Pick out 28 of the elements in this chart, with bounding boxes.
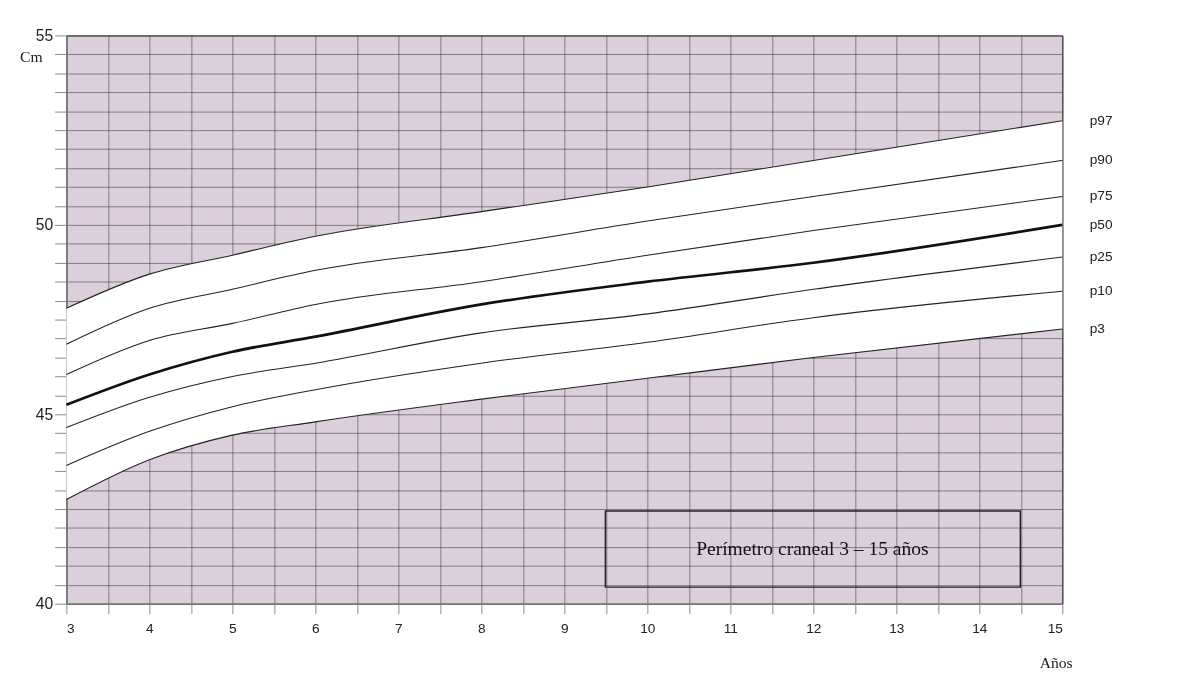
text: p75 [1089,188,1113,204]
line-series [65,223,1064,407]
x-tick-label: 15 [1047,620,1064,636]
x-axis-title: Años [1039,653,1073,671]
x-tick-label: 6 [312,620,320,636]
x-tick-label: 14 [972,620,988,636]
x-tick-label: 10 [640,620,656,636]
x-tick-label: 9 [561,620,569,636]
text: p25 [1089,248,1113,264]
x-tick-label: 13 [889,620,905,636]
y-tick-label: 40 [35,595,54,613]
y-tick-label: 50 [35,216,54,234]
x-tick-label: 7 [395,620,403,636]
y-axis-title: Cm [20,48,43,66]
y-tick-label: 45 [35,405,54,423]
text: p3 [1089,320,1105,336]
y-tick-label: 55 [35,26,54,44]
x-tick-label: 12 [806,620,822,636]
text: p10 [1089,283,1113,299]
text: p90 [1089,152,1113,168]
x-tick-label: 8 [478,620,486,636]
x-tick-label: 3 [66,620,75,636]
x-tick-label: 5 [229,620,238,636]
x-tick-label: 4 [146,620,155,636]
annotation: Perímetro craneal 3 – 15 años [696,537,929,559]
x-tick-label: 11 [723,620,738,636]
text: p50 [1089,216,1113,232]
text: p97 [1089,112,1113,128]
